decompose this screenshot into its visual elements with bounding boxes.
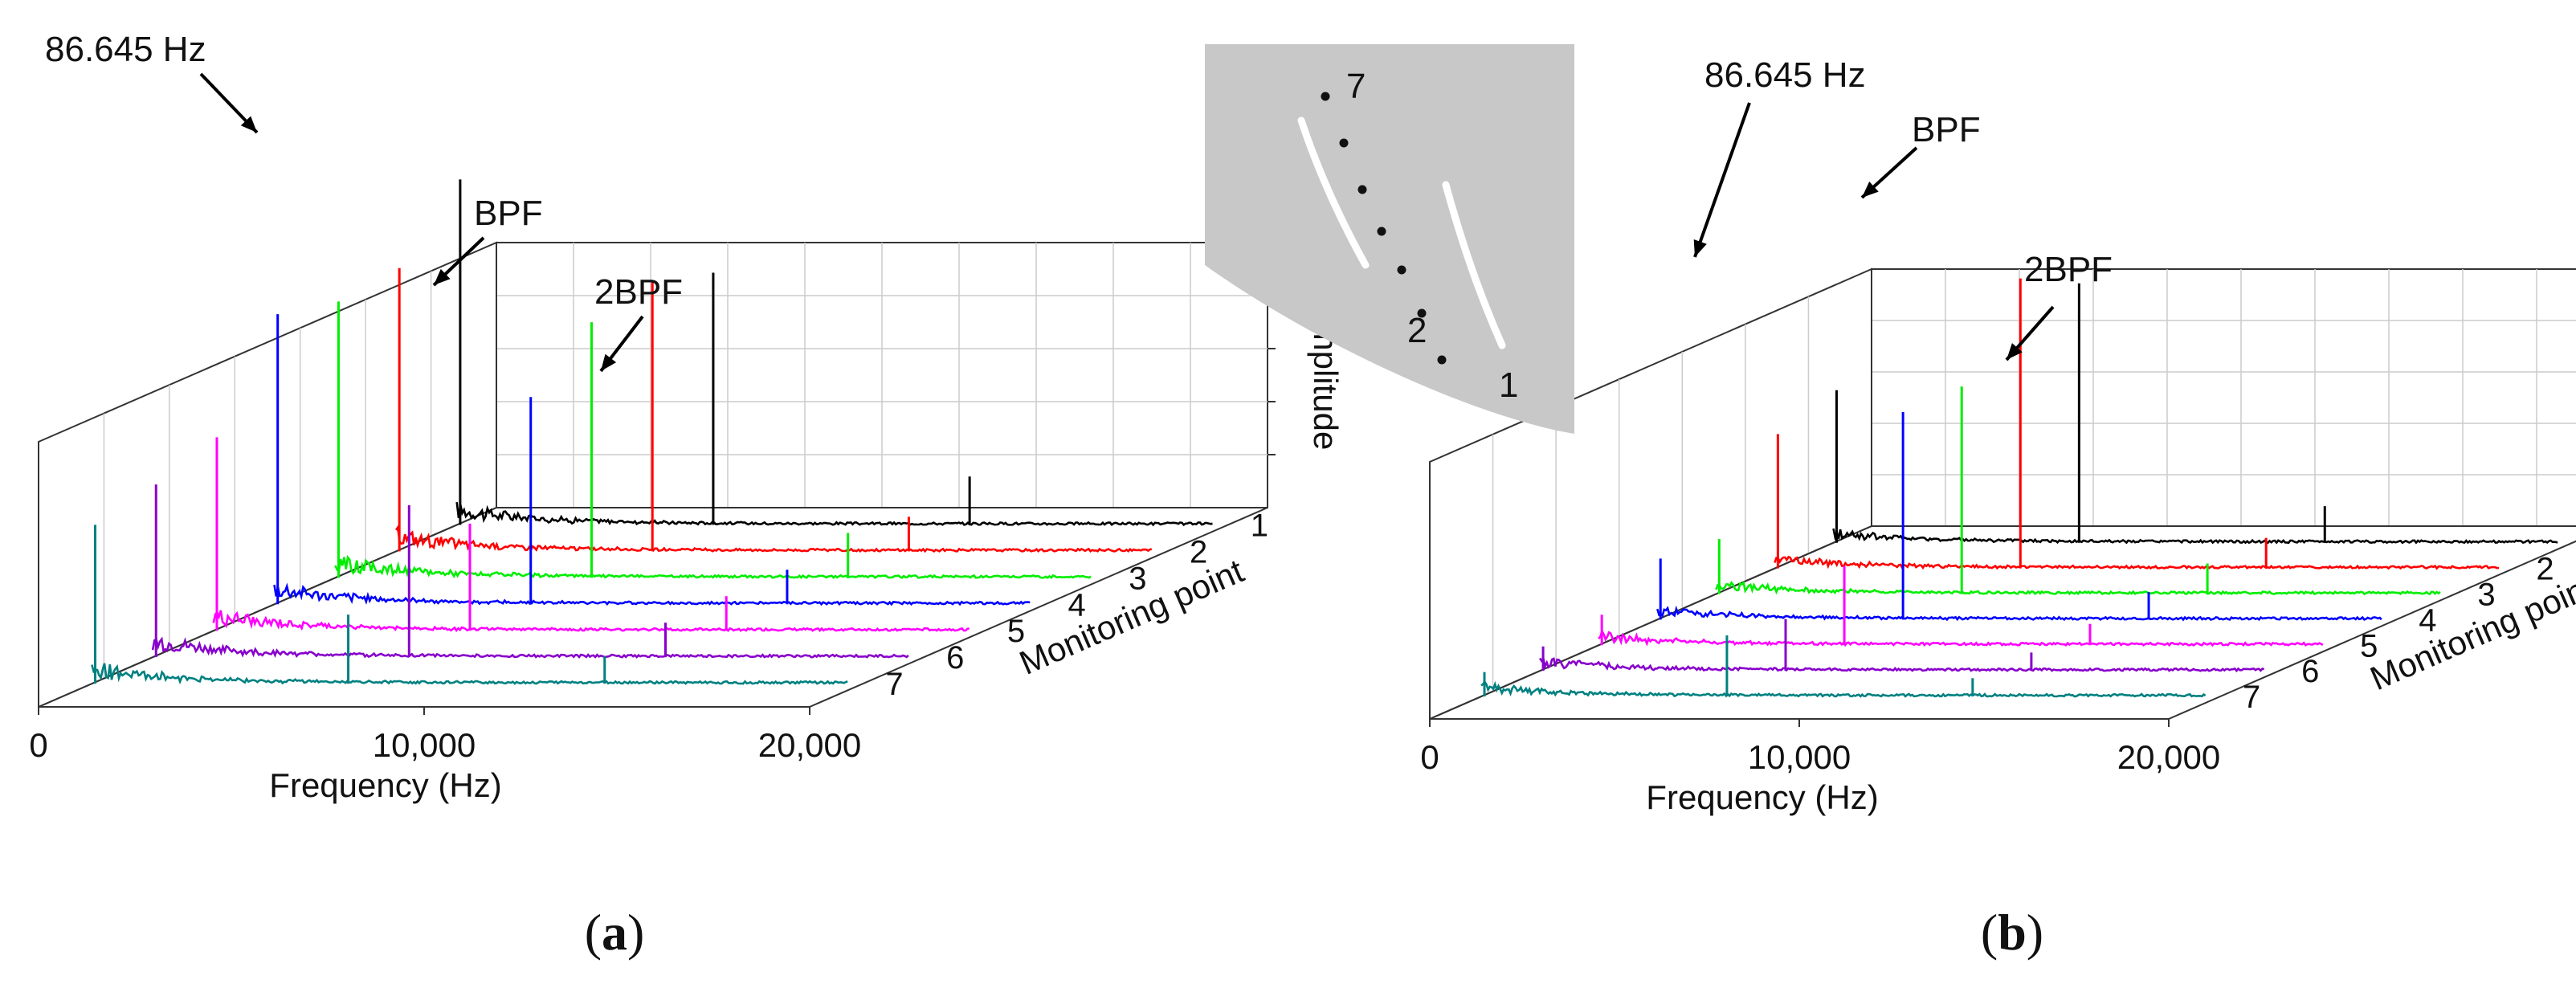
caption-paren-close: ) bbox=[2027, 904, 2043, 961]
spectrum-row-6 bbox=[151, 484, 909, 659]
spectrum-line-1 bbox=[455, 501, 1213, 527]
depth-tick-label: 3 bbox=[2477, 578, 2495, 613]
depth-tick-label: 7 bbox=[885, 667, 903, 702]
spectrum-row-4 bbox=[273, 314, 1031, 606]
monitoring-point-marker bbox=[1377, 227, 1386, 236]
spectrum-line-7 bbox=[1480, 680, 2207, 698]
spectrum-row-5 bbox=[212, 437, 970, 633]
spectrum-row-1 bbox=[455, 179, 1213, 527]
floor-frame bbox=[1429, 525, 2576, 720]
spectrum-row-2 bbox=[1774, 278, 2500, 570]
floor-frame bbox=[38, 507, 1268, 708]
spectrum-row-7 bbox=[1480, 635, 2207, 698]
panel-b: 1 2 3 4 5 6 7 0 10,000 20,000 Frequency (Hz) Monito… bbox=[1420, 55, 2576, 816]
spectrum-row-7 bbox=[91, 525, 848, 685]
freq-tick-label: 20,000 bbox=[2117, 738, 2220, 776]
freq-tick-label: 10,000 bbox=[373, 726, 476, 764]
spectrum-row-5 bbox=[1598, 565, 2324, 647]
spectrum-row-3 bbox=[1715, 386, 2441, 596]
depth-tick-label: 2 bbox=[2536, 552, 2554, 587]
depth-tick-label: 2 bbox=[1190, 534, 1207, 570]
spectrum-line-5 bbox=[212, 610, 970, 633]
inset-turbine-section: 7 2 1 bbox=[1205, 44, 1574, 434]
spectrum-row-2 bbox=[394, 267, 1153, 553]
depth-tick-label: 7 bbox=[2243, 680, 2260, 715]
freq-axis-label: Frequency (Hz) bbox=[1646, 778, 1878, 816]
spectrum-line-7 bbox=[91, 663, 848, 685]
inset-background bbox=[1205, 44, 1574, 434]
amplitude-wall bbox=[1871, 268, 2576, 527]
spectrum-line-4 bbox=[273, 582, 1031, 606]
annotation-2bpf: 2BPF bbox=[2024, 250, 2113, 289]
spectrum-line-5 bbox=[1598, 628, 2324, 647]
spectrum-row-1 bbox=[1832, 283, 2558, 545]
monitoring-point-marker bbox=[1357, 185, 1367, 194]
monitoring-point-marker bbox=[1437, 355, 1447, 365]
panel-caption-a: (a) bbox=[585, 904, 645, 961]
depth-tick-label: 6 bbox=[946, 640, 964, 676]
arrow-2bpf-head bbox=[2007, 343, 2023, 360]
depth-tick-label: 5 bbox=[1007, 614, 1025, 649]
depth-tick-label: 4 bbox=[2419, 602, 2436, 638]
arrow-bpf-head bbox=[1862, 182, 1879, 198]
monitoring-point-marker bbox=[1339, 138, 1349, 148]
spectrum-row-3 bbox=[334, 301, 1092, 580]
freq-tick-label: 10,000 bbox=[1748, 738, 1851, 776]
freq-axis-label: Frequency (Hz) bbox=[269, 766, 501, 804]
depth-tick-label: 3 bbox=[1129, 561, 1146, 596]
annotation-bpf: BPF bbox=[474, 194, 543, 233]
annotation-rotational-freq: 86.645 Hz bbox=[1704, 55, 1866, 95]
freq-tick-label: 0 bbox=[1420, 738, 1439, 776]
inset-point-label-1: 1 bbox=[1499, 365, 1518, 405]
depth-tick-label: 6 bbox=[2301, 654, 2319, 689]
spectrum-line-3 bbox=[1715, 580, 2441, 596]
annotation-bpf: BPF bbox=[1912, 110, 1981, 149]
arrow-bpf-head bbox=[434, 268, 451, 285]
annotation-2bpf: 2BPF bbox=[594, 272, 683, 312]
freq-tick-label: 0 bbox=[29, 726, 47, 764]
spectrum-line-1 bbox=[1832, 528, 2558, 545]
spectrum-line-6 bbox=[151, 636, 909, 659]
panel-caption-b: (b) bbox=[1981, 904, 2043, 961]
spectrum-line-3 bbox=[334, 554, 1092, 580]
spectrum-line-6 bbox=[1539, 655, 2265, 673]
inset-blade-left bbox=[1297, 116, 1370, 269]
spectrum-line-4 bbox=[1656, 605, 2382, 622]
caption-paren-open: ( bbox=[585, 904, 602, 961]
caption-letter: b bbox=[1998, 904, 2027, 961]
monitoring-point-marker bbox=[1397, 265, 1406, 275]
depth-tick-label: 1 bbox=[1251, 508, 1268, 543]
spectrum-row-4 bbox=[1656, 412, 2382, 622]
spectrum-line-2 bbox=[394, 525, 1153, 553]
depth-tick-label: 4 bbox=[1068, 587, 1086, 623]
monitoring-point-marker bbox=[1417, 308, 1427, 318]
back-wall-frame bbox=[1871, 268, 2576, 527]
caption-paren-close: ) bbox=[627, 904, 644, 961]
annotation-rotational-freq: 86.645 Hz bbox=[45, 30, 206, 69]
arrow-2bpf-head bbox=[601, 353, 617, 371]
arrow-rotational-head bbox=[240, 116, 257, 133]
inset-point-label-2: 2 bbox=[1407, 311, 1427, 350]
freq-tick-label: 20,000 bbox=[758, 726, 861, 764]
arrow-rotational-head bbox=[1693, 239, 1707, 257]
spectrum-line-2 bbox=[1774, 555, 2500, 570]
caption-letter: a bbox=[602, 904, 627, 961]
spectrum-row-6 bbox=[1539, 619, 2265, 673]
captions: (a) (b) bbox=[585, 904, 2043, 961]
depth-tick-label: 5 bbox=[2360, 628, 2378, 663]
depth-axis-label: Monitoring point bbox=[2365, 566, 2576, 697]
caption-paren-open: ( bbox=[1981, 904, 1998, 961]
inset-point-label-7: 7 bbox=[1346, 67, 1366, 106]
side-wall-frame bbox=[38, 241, 497, 708]
arrow-rotational-shaft bbox=[1693, 102, 1751, 258]
monitoring-point-marker bbox=[1321, 92, 1330, 101]
inset-blade-right bbox=[1442, 181, 1506, 349]
